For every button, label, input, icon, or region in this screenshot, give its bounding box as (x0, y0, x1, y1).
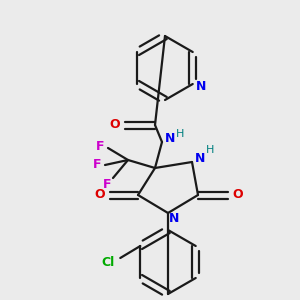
Text: F: F (93, 158, 101, 172)
Text: O: O (110, 118, 120, 131)
Text: Cl: Cl (102, 256, 115, 268)
Text: N: N (195, 152, 205, 164)
Text: N: N (169, 212, 179, 226)
Text: N: N (165, 133, 175, 146)
Text: F: F (96, 140, 104, 152)
Text: N: N (196, 80, 206, 92)
Text: H: H (176, 129, 184, 139)
Text: O: O (95, 188, 105, 202)
Text: H: H (206, 145, 214, 155)
Text: F: F (103, 178, 111, 190)
Text: O: O (233, 188, 243, 202)
